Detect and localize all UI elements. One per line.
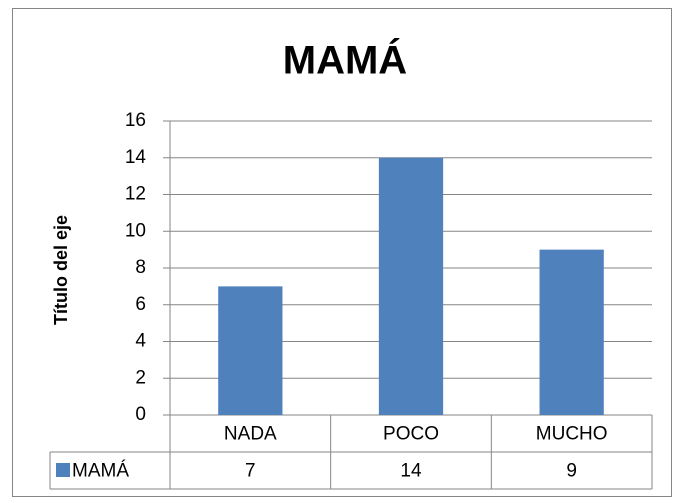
y-tick-label: 10 <box>125 220 146 241</box>
y-tick-label: 6 <box>135 294 146 315</box>
x-tick-label: POCO <box>383 424 439 445</box>
y-axis-title: Título del eje <box>51 215 71 325</box>
x-tick-label: MUCHO <box>536 424 608 445</box>
y-tick-label: 2 <box>135 367 146 388</box>
y-tick-label: 14 <box>125 147 147 168</box>
table-value: 9 <box>566 461 577 482</box>
y-tick-label: 0 <box>135 404 146 425</box>
legend-key <box>56 463 70 477</box>
y-tick-label: 8 <box>135 257 146 278</box>
legend-label: MAMÁ <box>72 461 129 482</box>
table-value: 7 <box>245 461 256 482</box>
y-tick-label: 4 <box>135 331 146 352</box>
bar <box>378 157 444 415</box>
bar <box>218 286 283 415</box>
x-tick-label: NADA <box>224 424 277 445</box>
chart-title: MAMÁ <box>283 38 407 83</box>
bar <box>539 249 604 415</box>
y-tick-label: 12 <box>125 184 146 205</box>
y-tick-label: 16 <box>125 110 146 131</box>
table-value: 14 <box>400 461 422 482</box>
